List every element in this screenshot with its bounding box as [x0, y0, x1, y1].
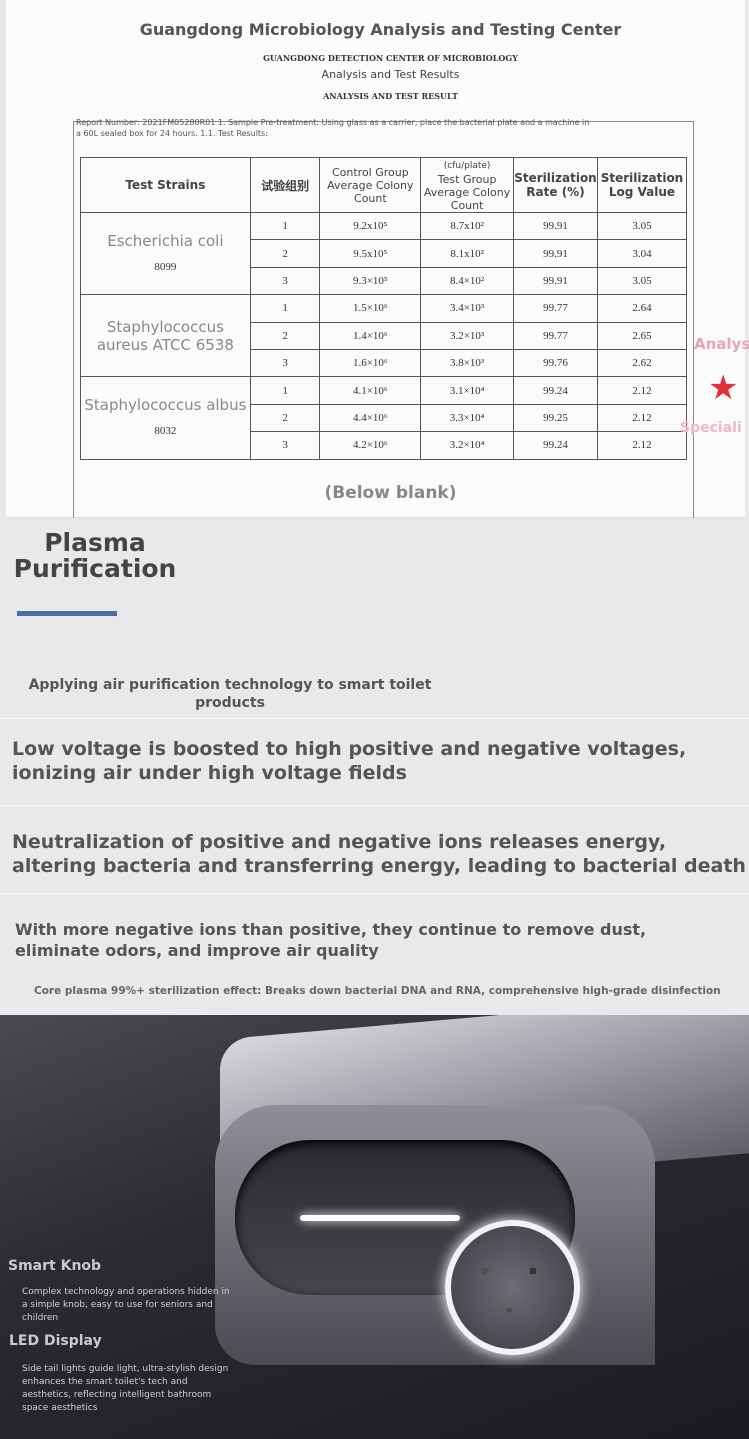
- star-icon: ★: [708, 368, 739, 408]
- table-cell: 8.7x10²: [420, 211, 514, 241]
- strain-cell: Staphylococcus aureus ATCC 6538: [80, 294, 251, 378]
- table-cell: 4.1×10⁶: [319, 376, 422, 405]
- table-cell: 99.91: [513, 239, 598, 268]
- table-cell: 4.4×10⁶: [319, 403, 422, 433]
- table-cell: 1.6×10⁶: [319, 348, 422, 378]
- divider: [0, 893, 749, 894]
- table-cell: 3: [249, 348, 321, 378]
- results-table: Test Strains 试验组别 Control Group Average …: [80, 157, 688, 460]
- table-cell: 9.5x10⁵: [319, 239, 422, 268]
- divider: [0, 805, 749, 806]
- side-text-2: Speciali: [680, 420, 742, 436]
- led-desc: Side tail lights guide light, ultra-styl…: [22, 1364, 229, 1413]
- report-title: Guangdong Microbiology Analysis and Test…: [139, 20, 622, 39]
- table-cell: 9.2x10⁵: [319, 211, 422, 241]
- strain-name: Staphylococcus aureus ATCC 6538: [96, 317, 234, 354]
- report-subtitle-en: GUANGDONG DETECTION CENTER OF MICROBIOLO…: [263, 53, 518, 63]
- plasma-point: Low voltage is boosted to high positive …: [12, 738, 687, 784]
- table-cell: 3: [249, 266, 321, 296]
- header-control: Control Group Average Colony Count: [319, 157, 422, 213]
- plasma-point: With more negative ions than positive, t…: [15, 920, 647, 960]
- accent-bar: [17, 611, 117, 616]
- header-test: (cfu/plate) Test Group Average Colony Cou…: [420, 157, 514, 213]
- strain-cell: Escherichia coli 8099: [80, 211, 251, 296]
- header-test-label: Test Group Average Colony Count: [423, 173, 511, 212]
- strain-cell: Staphylococcus albus 8032: [80, 376, 251, 460]
- table-cell: 99.24: [513, 431, 598, 460]
- plasma-title: Plasma Purification: [13, 528, 177, 583]
- table-cell: 2.12: [596, 376, 688, 405]
- table-cell: 99.25: [513, 403, 598, 433]
- table-cell: 1.5×10⁶: [319, 294, 422, 323]
- table-cell: 1.4×10⁶: [319, 321, 422, 350]
- table-cell: 3.04: [596, 239, 688, 268]
- core-note: Core plasma 99%+ sterilization effect: B…: [34, 985, 721, 997]
- table-cell: 3.8×10³: [420, 348, 514, 378]
- table-row: 3 9.3×10⁵ 8.4×10² 99.91 3.05: [81, 266, 688, 296]
- table-cell: 99.24: [513, 376, 598, 405]
- table-cell: 3: [249, 431, 321, 460]
- table-cell: 99.77: [513, 294, 598, 323]
- table-cell: 2.12: [596, 431, 688, 460]
- table-cell: 99.77: [513, 321, 598, 350]
- table-cell: 2: [249, 403, 321, 433]
- below-blank: (Below blank): [324, 483, 457, 503]
- table-cell: 8.1x10²: [420, 239, 514, 268]
- table-cell: 3.3×10⁴: [420, 403, 514, 433]
- side-text: Analys: [694, 335, 749, 353]
- header-rate: Sterilization Rate (%): [513, 157, 598, 213]
- report-note: Report Number: 2021FM05280R01 1. Sample …: [76, 118, 590, 138]
- table-cell: 3.4×10³: [420, 294, 514, 323]
- table-cell: 2: [249, 321, 321, 350]
- table-cell: 2: [249, 239, 321, 268]
- knob-desc: Complex technology and operations hidden…: [22, 1287, 230, 1323]
- table-cell: 2.12: [596, 403, 688, 433]
- table-cell: 3.05: [596, 266, 688, 296]
- table-cell: 2.62: [596, 348, 688, 378]
- table-cell: 3.1×10⁴: [420, 376, 514, 405]
- table-cell: 2.64: [596, 294, 688, 323]
- header-unit: (cfu/plate): [443, 161, 491, 171]
- strain-code: 8032: [154, 424, 177, 437]
- table-cell: 99.91: [513, 211, 598, 241]
- strain-name: Staphylococcus albus: [84, 395, 247, 414]
- table-cell: 3.2×10⁴: [420, 431, 514, 460]
- table-cell: 1: [249, 376, 321, 405]
- table-cell: 1: [249, 294, 321, 323]
- table-cell: 3.2×10³: [420, 321, 514, 350]
- header-strains: Test Strains: [80, 157, 251, 213]
- report-subtitle-caps: ANALYSIS AND TEST RESULT: [323, 91, 458, 101]
- square-icon: ■: [529, 1266, 537, 1275]
- table-cell: 99.76: [513, 348, 598, 378]
- led-title: LED Display: [9, 1333, 102, 1349]
- header-log: Sterilization Log Value: [596, 157, 688, 213]
- table-cell: 8.4×10²: [420, 266, 514, 296]
- table-cell: 2.65: [596, 321, 688, 350]
- table-row: Staphylococcus aureus ATCC 6538 1 1.5×10⁶ 3…: [80, 294, 688, 378]
- table-cell: 3.05: [596, 211, 688, 241]
- led-light: [300, 1215, 460, 1221]
- plasma-intro: Applying air purification technology to …: [28, 677, 432, 711]
- strain-code: 8099: [154, 260, 177, 273]
- table-row: 3 4.2×10⁶ 3.2×10⁴ 99.24 2.12: [81, 431, 688, 460]
- smart-knob: ◎ ■ ≋: [445, 1220, 580, 1355]
- table-row: Staphylococcus albus 8032 1 4.1×10⁶ 3.1×10⁴ 9…: [80, 376, 688, 460]
- swirl-icon: ◎: [481, 1266, 488, 1275]
- table-row: Escherichia coli 8099 1 9.2x10⁵ 8.7x10² 99.91…: [80, 211, 688, 296]
- table-row: 2 1.4×10⁶ 3.2×10³ 99.77 2.65: [81, 321, 688, 350]
- knob-title: Smart Knob: [8, 1258, 102, 1274]
- table-row: 2 9.5x10⁵ 8.1x10² 99.91 3.04: [81, 239, 688, 268]
- divider: [0, 718, 749, 719]
- plasma-point: Neutralization of positive and negative …: [12, 831, 746, 877]
- table-cell: 1: [249, 211, 321, 241]
- wave-icon: ≋: [506, 1306, 513, 1315]
- header-group: 试验组别: [249, 157, 321, 213]
- table-cell: 4.2×10⁶: [319, 431, 422, 460]
- report-frame: [73, 121, 694, 518]
- table-cell: 99.91: [513, 266, 598, 296]
- table-cell: 9.3×10⁵: [319, 266, 422, 296]
- strain-name: Escherichia coli: [107, 231, 224, 250]
- product-image: ◎ ■ ≋ Smart Knob Complex technology and …: [0, 1015, 749, 1439]
- report-subtitle: Analysis and Test Results: [321, 68, 460, 81]
